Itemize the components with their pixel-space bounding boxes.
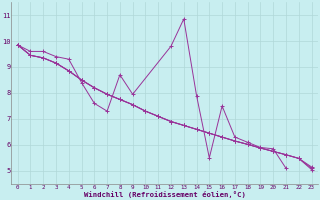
X-axis label: Windchill (Refroidissement éolien,°C): Windchill (Refroidissement éolien,°C) xyxy=(84,191,245,198)
